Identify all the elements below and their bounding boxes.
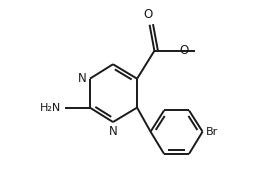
Text: O: O — [179, 44, 189, 57]
Text: N: N — [109, 125, 117, 138]
Text: N: N — [78, 72, 87, 85]
Text: O: O — [143, 8, 152, 21]
Text: H₂N: H₂N — [40, 103, 61, 113]
Text: Br: Br — [205, 127, 218, 137]
